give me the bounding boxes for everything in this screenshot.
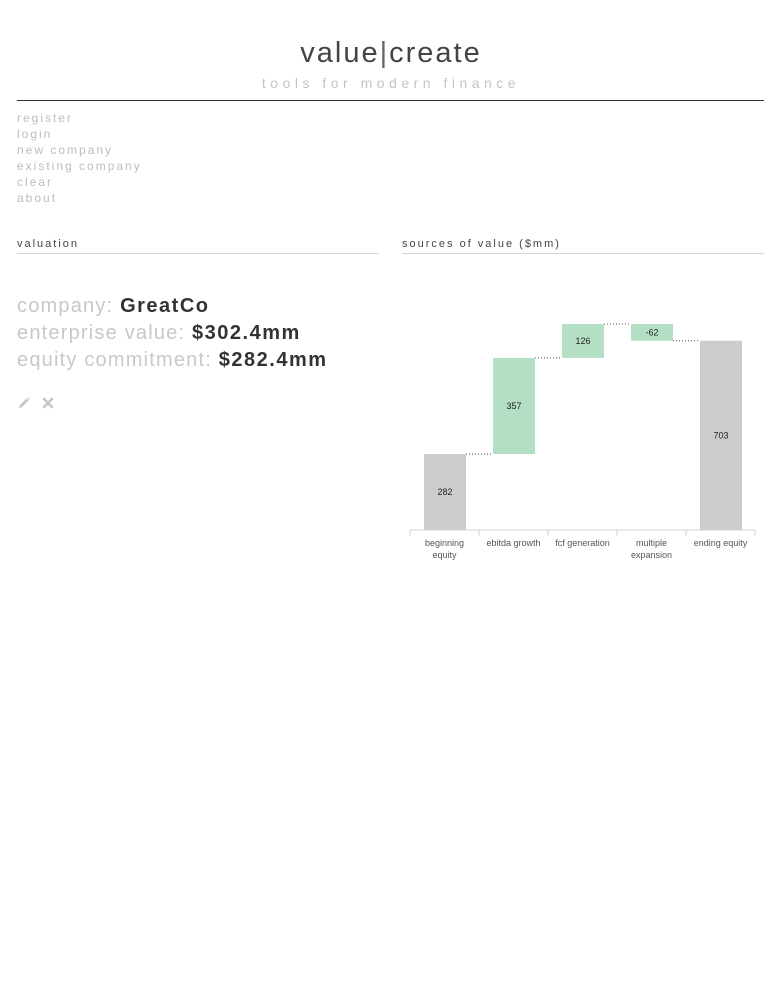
enterprise-value-value: $302.4mm (192, 322, 301, 344)
sources-section-title: sources of value ($mm) (402, 237, 764, 254)
nav-item-clear[interactable]: clear (17, 175, 54, 189)
company-value: GreatCo (120, 295, 210, 317)
pencil-icon[interactable] (17, 396, 31, 410)
x-tick-label-line: fcf generation (555, 538, 610, 548)
nav-item-new-company[interactable]: new company (17, 143, 114, 157)
equity-commitment-value: $282.4mm (218, 349, 328, 371)
brand-title-right: create (389, 37, 482, 69)
nav-item-about[interactable]: about (17, 191, 58, 205)
enterprise-value-label: enterprise value: (17, 322, 186, 344)
header-divider (17, 100, 764, 101)
bar-value-label: 357 (506, 401, 521, 411)
x-tick-label-line: expansion (631, 550, 672, 560)
x-tick-label-line: ending equity (694, 538, 748, 548)
nav-item-login[interactable]: login (17, 127, 53, 141)
valuation-section-title: valuation (17, 237, 379, 254)
x-tick-label-line: beginning (425, 538, 464, 548)
x-tick-label-line: multiple (636, 538, 667, 548)
enterprise-value-row: enterprise value: $302.4mm (17, 320, 328, 347)
brand-tagline: tools for modern finance (261, 75, 521, 91)
company-row: company: GreatCo (17, 293, 328, 320)
x-tick-label: multiple expansion (631, 538, 672, 560)
bar-3 (631, 324, 673, 341)
equity-commitment-label: equity commitment: (17, 349, 212, 371)
close-icon[interactable] (41, 396, 55, 410)
bar-0 (424, 454, 466, 530)
nav-item-existing-company[interactable]: existing company (17, 159, 142, 173)
x-tick-label-line: ebitda growth (486, 538, 540, 548)
bar-4 (700, 340, 742, 530)
nav-menu: register login new company existing comp… (17, 110, 142, 206)
x-tick-label-line: equity (432, 550, 457, 560)
nav-item-register[interactable]: register (17, 111, 74, 125)
company-actions (17, 396, 55, 410)
bar-2 (562, 324, 604, 358)
company-label: company: (17, 295, 114, 317)
x-tick-label: ebitda growth (486, 538, 540, 548)
valuation-summary: company: GreatCo enterprise value: $302.… (17, 293, 328, 374)
x-tick-label: beginning equity (425, 538, 464, 560)
bar-value-label: -62 (645, 327, 658, 337)
brand-title[interactable]: value|create (0, 35, 782, 71)
waterfall-chart: 282 357 126 -62 703 beginning equity ebitda gro… (409, 323, 756, 560)
bar-value-label: 126 (575, 336, 590, 346)
bar-1 (493, 357, 535, 455)
brand-title-separator: | (379, 37, 390, 69)
equity-commitment-row: equity commitment: $282.4mm (17, 347, 328, 374)
brand-title-left: value (300, 37, 380, 69)
bar-value-label: 282 (437, 487, 452, 497)
x-tick-label: ending equity (694, 538, 748, 548)
x-tick-label: fcf generation (555, 538, 610, 548)
bar-value-label: 703 (713, 430, 728, 440)
